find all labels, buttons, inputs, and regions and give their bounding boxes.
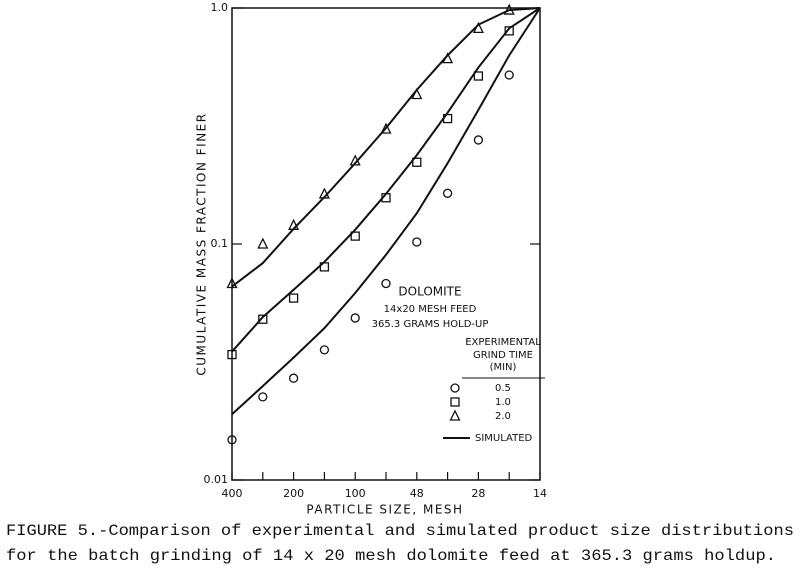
legend-marker — [450, 397, 460, 407]
data-point — [442, 52, 454, 64]
data-point — [350, 313, 360, 323]
data-point — [318, 187, 330, 199]
data-point — [503, 3, 515, 15]
x-tick-label: 28 — [471, 487, 485, 500]
simulated-line — [231, 7, 541, 288]
data-point — [227, 349, 237, 360]
x-tick-label: 400 — [222, 487, 243, 500]
data-point — [288, 373, 299, 383]
legend-title: EXPERIMENTAL — [465, 337, 541, 348]
y-tick-label: 0.1 — [211, 237, 229, 250]
legend-marker — [450, 383, 460, 393]
data-point — [288, 293, 299, 303]
y-tick-label: 0.01 — [204, 473, 229, 486]
data-point — [442, 113, 453, 124]
data-point — [504, 70, 514, 80]
data-point — [473, 135, 484, 145]
legend-marker — [449, 409, 461, 421]
data-point — [319, 262, 330, 272]
legend-label: 0.5 — [495, 383, 511, 394]
data-point — [288, 218, 300, 230]
data-point — [349, 154, 361, 166]
legend-label: SIMULATED — [475, 433, 533, 444]
data-point — [412, 237, 422, 247]
data-point — [381, 278, 391, 289]
simulated-line — [231, 7, 541, 353]
data-point — [258, 314, 268, 324]
data-point — [504, 26, 514, 36]
data-point — [258, 392, 268, 402]
data-point — [472, 21, 484, 33]
data-point — [226, 277, 238, 289]
x-tick-label: 100 — [345, 487, 366, 500]
data-point — [411, 88, 423, 100]
data-point — [257, 237, 269, 249]
annotation: DOLOMITE — [398, 285, 461, 299]
simulated-line — [231, 7, 541, 415]
data-point — [227, 435, 237, 445]
legend-label: 1.0 — [495, 397, 511, 408]
x-axis-label: PARTICLE SIZE, MESH — [306, 503, 463, 517]
data-point — [380, 122, 392, 134]
data-point — [350, 231, 360, 241]
data-point — [473, 71, 484, 81]
x-tick-label: 14 — [533, 487, 547, 500]
data-point — [319, 345, 330, 355]
data-point — [381, 193, 391, 203]
caption: FIGURE 5.-Comparison of experimental and… — [6, 522, 794, 540]
caption: for the batch grinding of 14 x 20 mesh d… — [6, 547, 776, 565]
x-tick-label: 48 — [410, 487, 424, 500]
plot-frame — [231, 7, 541, 481]
y-tick-label: 1.0 — [211, 1, 229, 14]
legend-title: GRIND TIME — [473, 350, 533, 361]
annotation: 365.3 GRAMS HOLD-UP — [372, 319, 489, 330]
annotation: 14x20 MESH FEED — [384, 304, 477, 315]
data-point — [442, 188, 453, 198]
legend-title: (MIN) — [490, 362, 517, 373]
x-tick-label: 200 — [283, 487, 304, 500]
legend-label: 2.0 — [495, 411, 511, 422]
y-axis-label: CUMULATIVE MASS FRACTION FINER — [195, 112, 209, 375]
data-point — [412, 157, 422, 167]
